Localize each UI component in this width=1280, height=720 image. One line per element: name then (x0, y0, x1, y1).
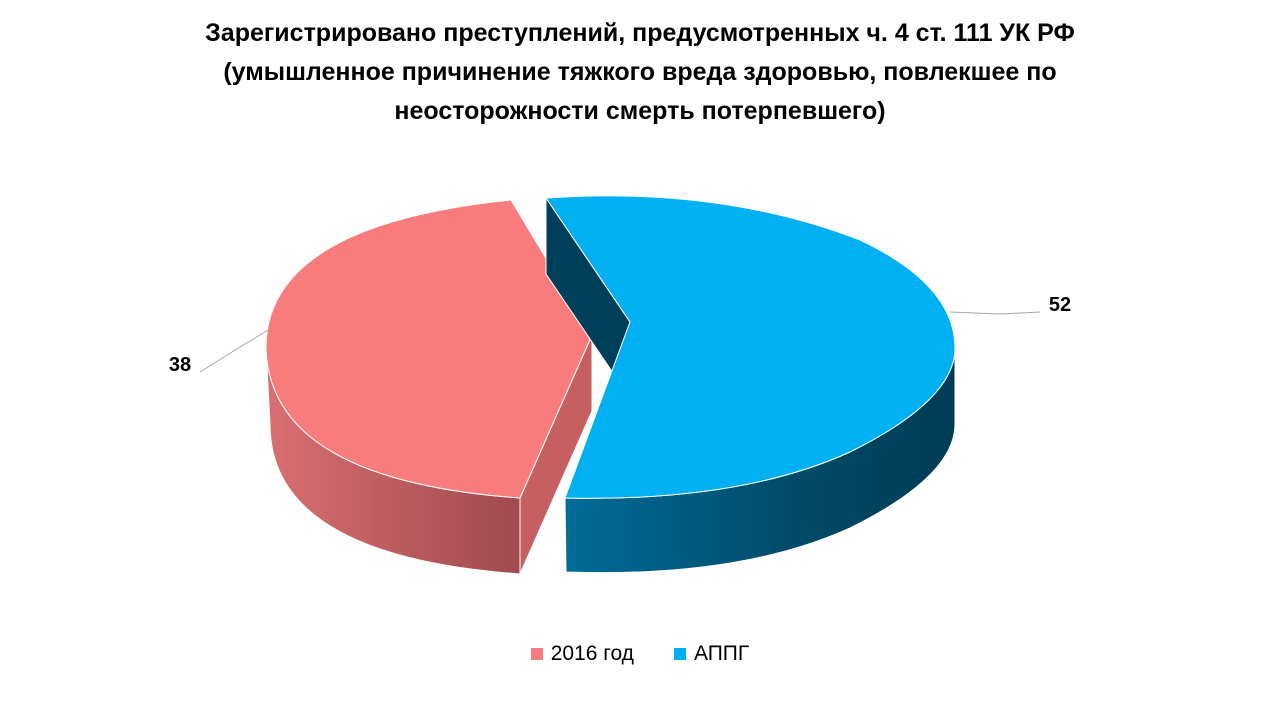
legend-label-appg: АППГ (693, 642, 750, 665)
legend-swatch-2016 (530, 648, 543, 660)
chart-title: Зарегистрировано преступлений, предусмот… (80, 14, 1200, 131)
chart-title-line-3: неосторожности смерть потерпевшего) (394, 97, 886, 125)
slice-2016[interactable] (265, 199, 593, 575)
leader-line-appg (949, 311, 1041, 315)
chart-legend: 2016 год АППГ (0, 642, 1280, 666)
leader-line-2016 (199, 329, 269, 373)
slice-2016-top (265, 199, 593, 499)
data-label-appg: 52 (1049, 294, 1071, 316)
slice-appg[interactable] (545, 195, 956, 574)
legend-label-2016: 2016 год (550, 642, 634, 665)
data-label-2016: 38 (169, 354, 191, 376)
slice-appg-top (545, 195, 956, 499)
chart-title-line-2: (умышленное причинение тяжкого вреда здо… (223, 58, 1057, 86)
legend-swatch-appg (673, 648, 686, 660)
legend-item-2016[interactable]: 2016 год (530, 642, 634, 666)
legend-item-appg[interactable]: АППГ (673, 642, 750, 666)
chart-title-line-1: Зарегистрировано преступлений, предусмот… (205, 19, 1075, 47)
